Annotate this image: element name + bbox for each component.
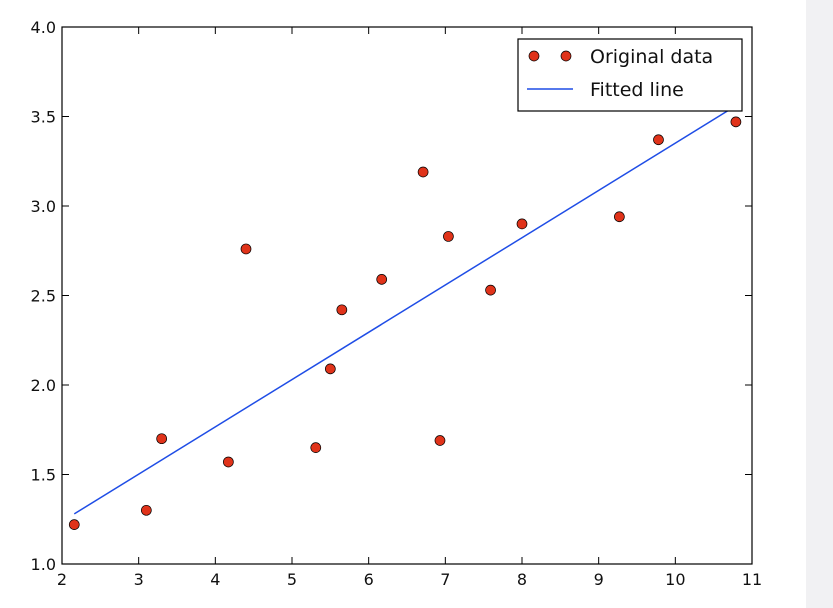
data-point-11 xyxy=(434,435,446,446)
x-tick-label-4: 4 xyxy=(210,570,220,589)
data-point-17 xyxy=(730,116,742,128)
data-point-16 xyxy=(653,134,664,146)
data-point-2 xyxy=(140,504,152,516)
data-point-5 xyxy=(240,243,252,255)
y-tick-label-1.5: 1.5 xyxy=(31,466,56,485)
data-point-13 xyxy=(485,284,496,296)
plot-area: 2 3 4 5 6 7 8 9 10 11 1.0 1.5 2.0 2.5 3.0 3.5 4.0 xyxy=(31,18,763,589)
data-point-15 xyxy=(614,211,625,223)
x-tick-label-2: 2 xyxy=(57,570,67,589)
x-tick-label-3: 3 xyxy=(134,570,144,589)
scatter-chart: 2 3 4 5 6 7 8 9 10 11 1.0 1.5 2.0 2.5 3.0 3.5 4.0 Origin… xyxy=(31,18,763,589)
data-point-10 xyxy=(417,166,429,178)
legend: Original data Fitted line xyxy=(517,38,743,112)
legend-marker-original-1 xyxy=(528,50,540,62)
data-point-14 xyxy=(516,218,528,230)
y-tick-label-4.0: 4.0 xyxy=(31,18,56,37)
side-panel xyxy=(806,0,833,608)
y-tick-label-3.5: 3.5 xyxy=(31,108,56,127)
y-tick-label-1.0: 1.0 xyxy=(31,555,56,574)
data-point-7 xyxy=(324,363,336,375)
y-tick-label-2.5: 2.5 xyxy=(31,287,56,306)
legend-box xyxy=(517,38,743,112)
x-tick-label-10: 10 xyxy=(665,570,685,589)
data-point-9 xyxy=(376,274,388,285)
x-tick-label-9: 9 xyxy=(594,570,604,589)
data-point-3 xyxy=(156,433,168,445)
legend-label-original-data: Original data xyxy=(590,46,713,68)
data-point-4 xyxy=(223,456,234,468)
x-tick-label-11: 11 xyxy=(742,570,762,589)
x-tick-label-6: 6 xyxy=(364,570,374,589)
data-point-6 xyxy=(310,442,322,453)
data-point-12 xyxy=(443,231,454,242)
x-tick-label-5: 5 xyxy=(287,570,297,589)
legend-marker-original-2 xyxy=(560,50,572,62)
data-point-1 xyxy=(68,519,80,530)
legend-label-fitted-line: Fitted line xyxy=(590,79,684,101)
data-point-8 xyxy=(336,304,348,316)
fitted-line xyxy=(73,105,737,515)
x-tick-label-7: 7 xyxy=(440,570,450,589)
y-tick-label-2.0: 2.0 xyxy=(31,376,56,395)
y-tick-label-3.0: 3.0 xyxy=(31,197,56,216)
x-tick-label-8: 8 xyxy=(517,570,527,589)
